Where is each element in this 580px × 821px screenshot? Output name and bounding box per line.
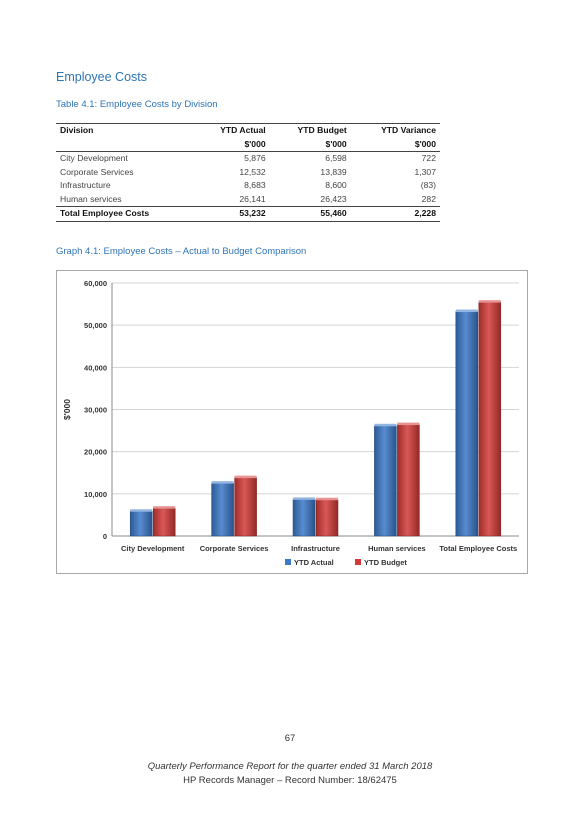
unit-division xyxy=(56,137,194,152)
y-axis-label: $'000 xyxy=(62,399,72,420)
row-ytd-variance: (83) xyxy=(420,180,436,190)
bar-ytd-budget xyxy=(315,499,339,537)
total-ytd-variance: 2,228 xyxy=(350,206,440,222)
row-division: Human services xyxy=(60,193,122,204)
y-tick-label: 30,000 xyxy=(84,406,107,415)
legend-swatch-ytd-budget xyxy=(355,559,361,565)
section-title: Employee Costs xyxy=(56,70,148,84)
employee-costs-chart: 0 10,000 20,000 30,000 40,000 50,000 60,000 $'0… xyxy=(56,270,528,574)
x-tick-label: Human services xyxy=(368,544,426,553)
header-ytd-budget: YTD Budget xyxy=(269,123,351,138)
footer-report-title: Quarterly Performance Report for the qua… xyxy=(147,761,433,772)
y-tick-label: 0 xyxy=(103,532,107,541)
header-ytd-variance: YTD Variance xyxy=(350,123,440,138)
bar-ytd-actual xyxy=(129,510,153,537)
total-ytd-actual: 53,232 xyxy=(193,206,270,222)
y-tick-label: 10,000 xyxy=(84,490,107,499)
footer-record-number: HP Records Manager – Record Number: 18/6… xyxy=(183,775,397,786)
table-row: Corporate Services 12,532 13,839 1,307 xyxy=(56,166,440,180)
row-ytd-actual: 12,532 xyxy=(239,166,266,177)
employee-costs-table: Division YTD Actual YTD Budget YTD Varia… xyxy=(56,123,440,222)
legend-swatch-ytd-actual xyxy=(285,559,291,565)
bar-top-cap xyxy=(211,481,234,484)
row-ytd-actual: 8,683 xyxy=(244,180,266,190)
bar-ytd-actual xyxy=(374,425,397,537)
table-header-row: Division YTD Actual YTD Budget YTD Varia… xyxy=(56,123,440,138)
x-tick-label: Corporate Services xyxy=(200,544,269,553)
bar-top-cap xyxy=(316,497,338,501)
bar-ytd-budget xyxy=(397,424,420,537)
row-ytd-variance: 282 xyxy=(421,193,436,204)
legend-label-ytd-actual: YTD Actual xyxy=(294,558,334,567)
unit-ytd-variance: $'000 xyxy=(350,137,440,152)
row-ytd-budget: 13,839 xyxy=(320,166,347,177)
table-row: Human services 26,141 26,423 282 xyxy=(56,193,440,207)
bar-ytd-actual xyxy=(292,499,316,537)
row-ytd-actual: 26,141 xyxy=(239,193,266,204)
unit-ytd-actual: $'000 xyxy=(193,137,270,152)
row-ytd-variance: 722 xyxy=(421,153,436,163)
y-tick-label: 20,000 xyxy=(84,448,107,457)
bar-top-cap xyxy=(130,509,153,512)
bar-ytd-budget xyxy=(234,477,257,537)
y-tick-label: 40,000 xyxy=(84,363,107,372)
row-division: Infrastructure xyxy=(60,180,111,190)
chart-canvas: 0 10,000 20,000 30,000 40,000 50,000 60,000 $'0… xyxy=(62,279,519,567)
row-division: City Development xyxy=(60,153,128,163)
row-ytd-budget: 26,423 xyxy=(320,193,347,204)
legend-label-ytd-budget: YTD Budget xyxy=(364,558,407,567)
bar-top-cap xyxy=(397,422,420,426)
unit-ytd-budget: $'000 xyxy=(269,137,351,152)
bar-top-cap xyxy=(293,497,315,500)
table-units-row: $'000 $'000 $'000 xyxy=(56,137,440,152)
bar-top-cap xyxy=(234,475,257,479)
table-row: Infrastructure 8,683 8,600 (83) xyxy=(56,179,440,193)
header-ytd-actual: YTD Actual xyxy=(193,123,270,138)
y-tick-label: 60,000 xyxy=(84,279,107,288)
bar-top-cap xyxy=(478,300,501,303)
bar-ytd-actual xyxy=(455,311,479,537)
row-ytd-budget: 8,600 xyxy=(325,180,347,190)
x-tick-label: Infrastructure xyxy=(291,544,340,553)
graph-caption: Graph 4.1: Employee Costs – Actual to Bu… xyxy=(56,246,307,257)
row-ytd-budget: 6,598 xyxy=(325,153,347,163)
y-tick-label: 50,000 xyxy=(84,321,107,330)
bar-top-cap xyxy=(455,309,478,313)
bar-ytd-budget xyxy=(152,507,176,537)
page-number: 67 xyxy=(284,733,296,744)
row-ytd-variance: 1,307 xyxy=(414,166,436,177)
row-ytd-actual: 5,876 xyxy=(244,153,266,163)
table-total-row: Total Employee Costs 53,232 55,460 2,228 xyxy=(56,206,440,222)
bar-ytd-budget xyxy=(478,301,502,537)
total-division: Total Employee Costs xyxy=(56,206,194,222)
table-caption: Table 4.1: Employee Costs by Division xyxy=(56,99,218,110)
x-tick-label: City Development xyxy=(121,544,185,553)
total-ytd-budget: 55,460 xyxy=(269,206,351,222)
header-division: Division xyxy=(56,123,194,138)
x-tick-label: Total Employee Costs xyxy=(439,544,517,553)
bar-top-cap xyxy=(153,506,176,509)
table-row: City Development 5,876 6,598 722 xyxy=(56,152,440,166)
row-division: Corporate Services xyxy=(60,166,134,177)
bar-ytd-actual xyxy=(211,482,234,537)
bar-top-cap xyxy=(374,423,397,427)
